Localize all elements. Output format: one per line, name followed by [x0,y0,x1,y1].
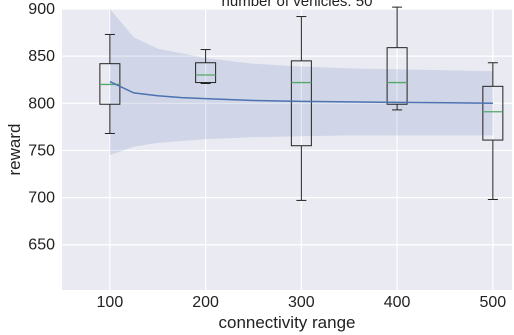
x-axis-label: connectivity range [218,313,355,332]
x-tick-labels: 100 200 300 400 500 [97,294,507,311]
box-iqr [482,85,504,141]
fit-curve [109,80,493,105]
y-tick-labels: 650 700 750 800 850 900 [28,1,55,254]
y-tick-label: 850 [28,48,55,65]
x-tick-label: 400 [384,294,411,311]
y-tick-label: 900 [28,1,55,18]
y-axis-label: reward [5,124,24,176]
x-tick-label: 200 [192,294,219,311]
box-500 [482,62,504,200]
x-tick-label: 100 [97,294,124,311]
x-tick-label: 300 [288,294,315,311]
box-400 [386,6,408,111]
chart-title: number of vehicles: 50 [222,0,373,10]
y-tick-label: 700 [28,190,55,207]
boxes [99,6,504,201]
box-iqr [290,60,312,147]
box-iqr [195,62,217,84]
x-tick-label: 500 [479,294,506,311]
box-300 [290,16,312,201]
y-tick-label: 800 [28,95,55,112]
box-200 [195,49,217,84]
y-tick-label: 650 [28,237,55,254]
box-iqr [386,47,408,105]
y-tick-label: 750 [28,142,55,159]
